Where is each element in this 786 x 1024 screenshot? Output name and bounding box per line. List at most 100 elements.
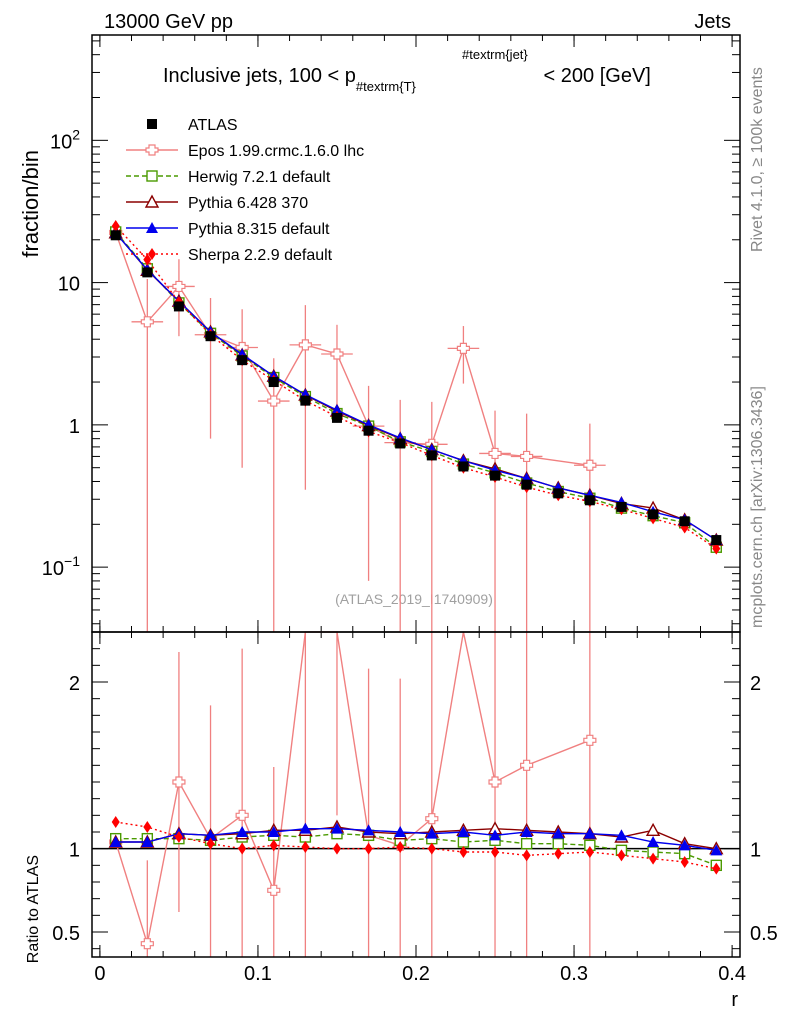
ratio-point <box>238 842 247 855</box>
ratio-point <box>332 842 341 855</box>
ratio-point <box>425 813 439 825</box>
series-line <box>115 231 717 548</box>
ratio-point <box>645 822 661 837</box>
data-point <box>205 331 216 342</box>
ratio-tick-label-right: 0.5 <box>750 923 778 945</box>
x-tick-label: 0 <box>94 963 105 985</box>
ratio-point <box>301 841 310 853</box>
ratio-point <box>678 839 691 851</box>
legend-marker <box>146 170 158 182</box>
data-point <box>300 395 311 406</box>
ratio-point <box>362 824 375 836</box>
ratio-point-shape <box>140 938 154 950</box>
ratio-point <box>299 822 312 834</box>
ratio-point <box>712 862 721 875</box>
series-Pythia 8.315 default <box>109 227 723 546</box>
y-tick-label: 10 <box>58 274 80 296</box>
data-point <box>268 377 279 388</box>
data-point-shape <box>488 447 502 460</box>
y-axis: 10−1 1 10 102 <box>42 40 740 625</box>
ratio-series-Epos 1.99.crmc.1.6.0 lhc <box>109 631 597 957</box>
ratio-point-shape <box>172 776 186 788</box>
ratio-point <box>520 759 534 771</box>
y-axis-label: fraction/bin <box>18 150 43 258</box>
ratio-point <box>140 938 154 950</box>
ratio-point <box>522 849 531 862</box>
ratio-point <box>141 836 154 847</box>
ratio-point <box>143 821 152 833</box>
data-point <box>488 447 502 460</box>
series-Pythia 6.428 370 <box>108 225 724 546</box>
data-point <box>490 470 501 481</box>
data-point-shape <box>298 339 312 351</box>
legend-label: Pythia 8.315 default <box>188 221 330 238</box>
data-point <box>456 342 471 354</box>
data-point <box>583 459 597 471</box>
ratio-point <box>459 846 468 858</box>
ratio-point <box>206 837 215 850</box>
ratio-point <box>394 826 407 837</box>
data-point <box>458 461 469 472</box>
ratio-point <box>583 827 596 839</box>
ratio-point <box>396 841 405 853</box>
legend-label: ATLAS <box>188 117 238 134</box>
data-point <box>679 516 690 527</box>
x-tick-label: 0.1 <box>244 963 272 985</box>
title-post: < 200 [GeV] <box>538 65 651 87</box>
title-sub: #textrm{T} <box>356 79 417 94</box>
data-point <box>298 339 312 351</box>
ratio-point <box>267 884 281 896</box>
ratio-point <box>680 856 689 868</box>
data-point <box>616 501 627 512</box>
ratio-point <box>489 829 502 841</box>
ratio-point <box>552 837 564 850</box>
data-point-shape <box>140 316 154 328</box>
ratio-point <box>174 831 183 843</box>
ratio-point <box>269 839 278 852</box>
series-line <box>115 232 590 466</box>
watermark: (ATLAS_2019_I1740909) <box>335 591 493 607</box>
y-tick-label: 10−1 <box>42 553 80 580</box>
chart-title: Inclusive jets, 100 < p#textrm{T} #textrm… <box>163 47 651 94</box>
data-point <box>110 230 121 241</box>
data-point-shape <box>520 450 534 463</box>
ratio-axis: 0.5 0.5 1 1 2 2 <box>52 648 778 950</box>
title-pre: Inclusive jets, 100 < p <box>163 65 356 87</box>
header-left: 13000 GeV pp <box>104 11 233 33</box>
data-point <box>712 542 721 555</box>
data-point <box>711 535 722 546</box>
legend-entry: ATLAS <box>147 117 238 134</box>
ratio-point <box>617 849 626 862</box>
ratio-tick-label: 2 <box>69 673 80 695</box>
ratio-tick-label-right: 1 <box>750 840 761 862</box>
data-point <box>173 301 184 312</box>
header-right: Jets <box>694 11 731 33</box>
ratio-point <box>520 826 533 837</box>
ratio-point <box>425 827 438 839</box>
data-point <box>520 450 534 463</box>
data-point <box>553 488 564 499</box>
ratio-point-shape <box>520 759 534 771</box>
ratio-point <box>491 846 500 858</box>
x-tick-label: 0.2 <box>402 963 430 985</box>
ratio-point <box>488 776 502 788</box>
main-plot-area: 0 0.1 0.2 0.3 0.4 10−1 1 10 102 <box>42 35 746 985</box>
ratio-point <box>552 827 565 839</box>
ratio-plot-area: 0.5 0.5 1 1 2 2 <box>52 631 778 957</box>
ratio-point <box>520 837 533 850</box>
ratio-point-shape <box>583 734 597 746</box>
data-point <box>331 412 342 423</box>
data-point <box>140 316 154 328</box>
data-point <box>267 395 281 407</box>
title-sup: #textrm{jet} <box>462 47 528 62</box>
ratio-point-shape <box>267 884 281 896</box>
ratio-frame <box>91 631 741 958</box>
ratio-point-shape <box>425 813 439 825</box>
x-tick-label: 0.4 <box>718 963 746 985</box>
data-point-shape <box>330 348 344 360</box>
data-point <box>395 438 406 449</box>
legend-entry: Pythia 8.315 default <box>126 221 330 238</box>
ratio-line <box>115 827 717 852</box>
ratio-point <box>710 844 723 856</box>
